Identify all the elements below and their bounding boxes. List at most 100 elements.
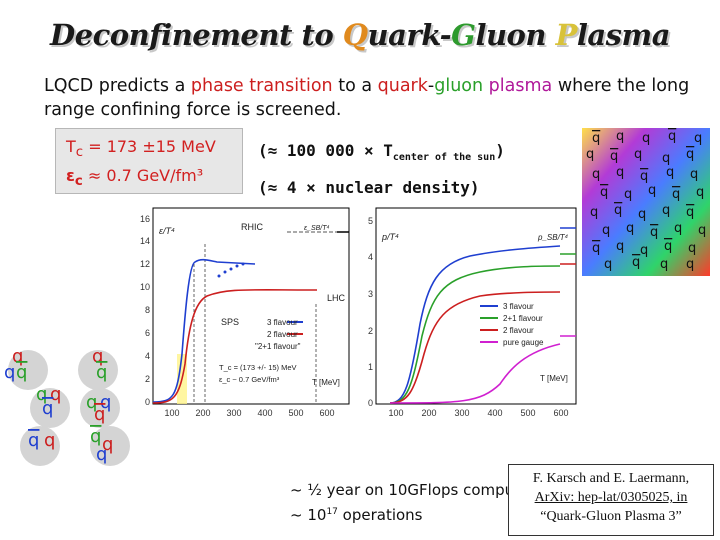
intro-plasma: plasma bbox=[488, 76, 553, 96]
quark-glyph: q bbox=[100, 392, 111, 413]
quark-glyph: q bbox=[90, 426, 101, 447]
quark-glyph: q bbox=[592, 241, 600, 256]
x-tick: 600 bbox=[319, 408, 334, 418]
legend-entry: 2 flavour bbox=[267, 330, 298, 339]
intro-quark: quark bbox=[377, 76, 428, 96]
quark-glyph: q bbox=[642, 131, 650, 146]
quark-glyph: q bbox=[600, 185, 608, 200]
estimates: (≈ 100 000 × Tcenter of the sun) (≈ 4 × … bbox=[258, 136, 505, 203]
y-tick: 10 bbox=[140, 282, 150, 292]
energy-density-plot: 16 14 12 10 8 6 4 2 0 100 200 300 400 50… bbox=[137, 204, 355, 422]
y-tick: 2 bbox=[145, 374, 150, 384]
quark-glyph: q bbox=[96, 444, 107, 465]
y-tick: 2 bbox=[368, 326, 373, 336]
y-axis-label: p/T⁴ bbox=[381, 232, 399, 242]
legend-entry: 3 flavour bbox=[267, 318, 298, 327]
y-tick: 3 bbox=[368, 289, 373, 299]
x-tick: 100 bbox=[164, 408, 179, 418]
ec-value: ≈ 0.7 GeV/fm³ bbox=[82, 166, 204, 186]
quark-glyph: q bbox=[662, 151, 670, 166]
quark-glyph: q bbox=[92, 350, 103, 367]
quark-glyph: q bbox=[86, 392, 97, 413]
estimate-density: (≈ 4 × nuclear density) bbox=[258, 178, 480, 198]
estimate-temp-sub: center of the sun bbox=[392, 152, 496, 164]
quark-glyph: q bbox=[632, 255, 640, 270]
series-2p1flavour bbox=[217, 262, 245, 278]
legend-entry: "2+1 flavour" bbox=[255, 342, 301, 351]
quark-glyph: q bbox=[626, 221, 634, 236]
hadron-bubble bbox=[78, 350, 118, 390]
lhc-label: LHC bbox=[327, 293, 346, 303]
y-tick: 4 bbox=[368, 252, 373, 262]
series-pure-gauge bbox=[389, 343, 561, 404]
quark-glyph: q bbox=[4, 362, 15, 383]
quark-glyph: q bbox=[698, 223, 706, 238]
marker bbox=[223, 270, 227, 274]
title-part: uark- bbox=[367, 18, 452, 52]
ec-sub: c bbox=[74, 174, 83, 190]
critical-values-box: Tc = 173 ±15 MeV εc ≈ 0.7 GeV/fm³ bbox=[55, 128, 243, 194]
quark-glyph: q bbox=[668, 129, 676, 144]
quark-glyph: q bbox=[16, 362, 27, 383]
quark-glyph: q bbox=[662, 203, 670, 218]
note-part: operations bbox=[337, 506, 423, 524]
note-line-1: ~ ½ year on 10GFlops computer bbox=[290, 481, 536, 499]
tc-symbol: T bbox=[66, 137, 76, 156]
y-tick: 0 bbox=[368, 398, 373, 408]
quark-glyph: q bbox=[102, 434, 113, 455]
quark-glyph: q bbox=[690, 167, 698, 182]
quark-glyph: q bbox=[616, 165, 624, 180]
title-part: lasma bbox=[576, 18, 671, 52]
hadron-bubble bbox=[30, 388, 70, 428]
title-part: Deconfinement to bbox=[50, 18, 343, 52]
series-3flavour bbox=[389, 245, 561, 404]
quark-glyph: q bbox=[12, 350, 23, 367]
computation-note: ~ ½ year on 10GFlops computer ~ 1017 ope… bbox=[290, 479, 535, 526]
x-tick: 200 bbox=[195, 408, 210, 418]
quark-glyph: q bbox=[686, 257, 694, 272]
quark-glyph: q bbox=[592, 167, 600, 182]
quark-glyph: q bbox=[694, 131, 702, 146]
quark-glyph: q bbox=[602, 223, 610, 238]
quark-glyph: q bbox=[664, 239, 672, 254]
quark-glyph: q bbox=[688, 241, 696, 256]
reference-box: F. Karsch and E. Laermann, ArXiv: hep-la… bbox=[508, 464, 714, 536]
intro-part: LQCD predicts a bbox=[44, 76, 191, 96]
quark-glyph: q bbox=[586, 147, 594, 162]
legend-entry: 2+1 flavour bbox=[503, 314, 543, 323]
y-tick: 8 bbox=[145, 305, 150, 315]
y-tick: 0 bbox=[145, 397, 150, 407]
x-tick: 300 bbox=[454, 408, 469, 418]
marker bbox=[229, 267, 233, 271]
y-axis-label: ε/T⁴ bbox=[159, 226, 175, 236]
title-part: luon bbox=[475, 18, 556, 52]
quark-glyph: q bbox=[648, 183, 656, 198]
legend-entry: pure gauge bbox=[503, 338, 544, 347]
series-2p1flavour bbox=[389, 265, 561, 404]
quark-glyph: q bbox=[640, 243, 648, 258]
intro-gluon: gluon bbox=[434, 76, 484, 96]
quark-glyph: q bbox=[696, 185, 704, 200]
sps-label: SPS bbox=[221, 317, 239, 327]
x-tick: 600 bbox=[553, 408, 568, 418]
tc-annotation: T_c = (173 +/- 15) MeV bbox=[219, 363, 297, 372]
quark-glyph: q bbox=[660, 257, 668, 272]
quark-glyph: q bbox=[640, 169, 648, 184]
x-tick: 200 bbox=[421, 408, 436, 418]
hadron-bubble bbox=[8, 350, 48, 390]
sb-label: p_SB/T⁴ bbox=[537, 233, 569, 242]
pressure-plot: 5 4 3 2 1 0 100 200 300 400 500 600 p/T⁴… bbox=[360, 204, 582, 422]
rhic-label: RHIC bbox=[241, 222, 263, 232]
series-2flavour bbox=[389, 291, 561, 404]
y-tick: 5 bbox=[368, 216, 373, 226]
legend-entry: 3 flavour bbox=[503, 302, 534, 311]
note-part: ~ 10 bbox=[290, 506, 327, 524]
hadron-bubble bbox=[90, 426, 130, 466]
y-tick: 1 bbox=[368, 362, 373, 372]
x-axis-label: T [MeV] bbox=[312, 378, 340, 387]
ec-line: εc ≈ 0.7 GeV/fm³ bbox=[66, 164, 242, 193]
quark-glyph: q bbox=[592, 131, 600, 146]
quark-glyph: q bbox=[638, 207, 646, 222]
